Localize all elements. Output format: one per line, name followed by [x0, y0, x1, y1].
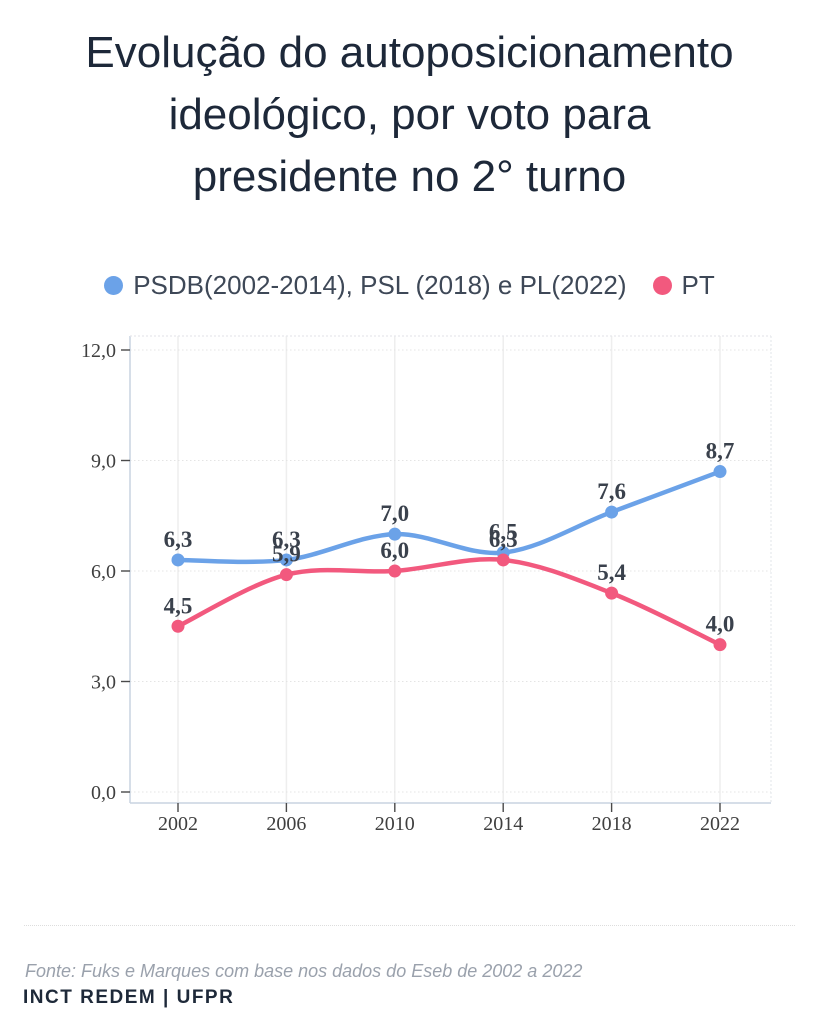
y-tick-label: 12,0	[81, 340, 116, 362]
chart-legend: PSDB(2002-2014), PSL (2018) e PL(2022) P…	[0, 270, 819, 301]
data-point	[605, 586, 619, 600]
legend-marker-icon	[652, 276, 672, 295]
data-point-label: 6,0	[380, 538, 409, 563]
data-point	[279, 568, 293, 582]
y-tick-label: 0,0	[91, 782, 116, 804]
data-point-label: 6,5	[489, 520, 518, 545]
credit-line: INCT REDEM | UFPR	[23, 987, 235, 1008]
y-tick-label: 9,0	[91, 450, 116, 472]
footer-divider	[24, 925, 795, 926]
data-point	[605, 505, 619, 519]
data-point-label: 4,0	[706, 612, 735, 637]
x-tick-label: 2002	[158, 813, 198, 835]
legend-item-pt: PT	[652, 270, 715, 301]
legend-marker-icon	[104, 276, 124, 295]
data-point-label: 7,6	[597, 479, 626, 504]
data-point	[713, 638, 727, 652]
y-tick-label: 3,0	[91, 671, 116, 693]
data-point	[279, 553, 293, 567]
data-point	[496, 553, 510, 567]
legend-label: PSDB(2002-2014), PSL (2018) e PL(2022)	[133, 270, 627, 300]
legend-label: PT	[681, 270, 715, 300]
page-title: Evolução do autoposicionamento ideológic…	[0, 22, 819, 208]
data-point	[388, 564, 402, 578]
x-tick-label: 2022	[700, 813, 740, 835]
title-line-3: presidente no 2° turno	[192, 152, 627, 201]
series-line-0	[175, 469, 723, 565]
y-tick-label: 6,0	[91, 561, 116, 583]
series-line-1	[175, 557, 723, 647]
data-point	[171, 553, 185, 567]
data-point	[171, 619, 185, 633]
x-tick-label: 2006	[266, 813, 306, 835]
x-tick-label: 2010	[375, 813, 415, 835]
data-point	[388, 527, 402, 541]
data-point-label: 6,3	[272, 527, 301, 552]
data-point-label: 8,7	[706, 439, 735, 464]
data-point-label: 4,5	[164, 593, 193, 618]
data-point-label: 5,4	[597, 560, 626, 585]
x-tick-label: 2018	[592, 813, 632, 835]
source-note: Fonte: Fuks e Marques com base nos dados…	[25, 961, 583, 981]
legend-item-psdb-psl-pl: PSDB(2002-2014), PSL (2018) e PL(2022)	[104, 270, 627, 301]
data-point	[713, 465, 727, 479]
title-line-1: Evolução do autoposicionamento	[85, 28, 734, 77]
x-tick-label: 2014	[483, 813, 523, 835]
data-point-label: 6,3	[164, 527, 193, 552]
data-point-label: 7,0	[380, 501, 409, 526]
data-point-label: 6,3	[489, 527, 518, 552]
title-line-2: ideológico, por voto para	[168, 90, 651, 139]
data-point-label: 5,9	[272, 542, 301, 567]
